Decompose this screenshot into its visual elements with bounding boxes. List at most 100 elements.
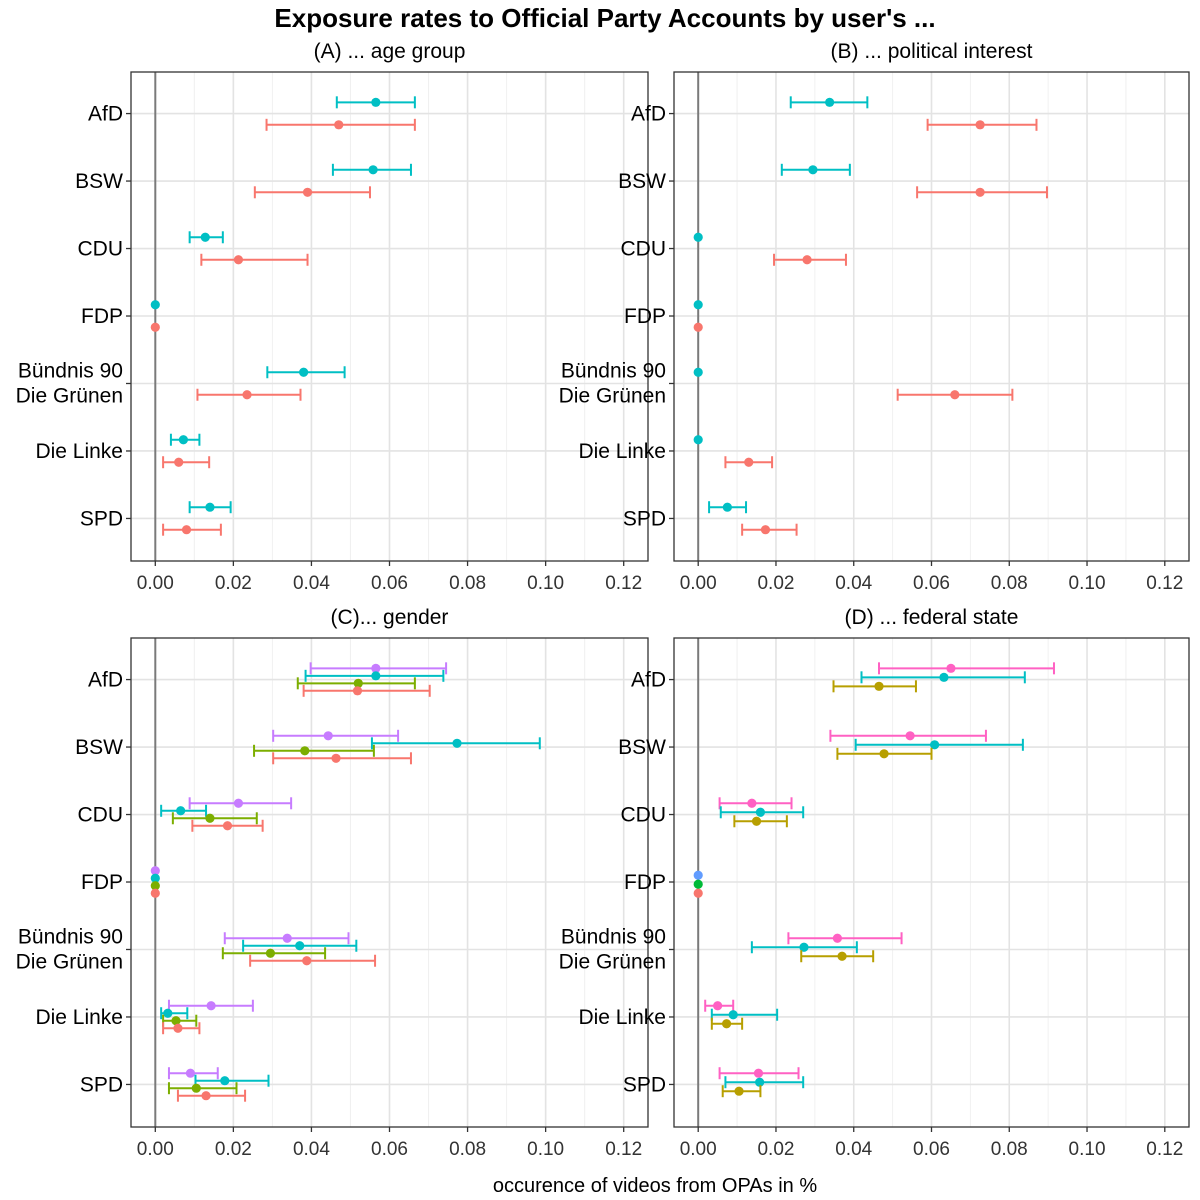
panel-title: (C)... gender [331, 606, 449, 629]
data-point [874, 681, 884, 691]
data-point [693, 879, 703, 889]
x-tick-label: 0.08 [449, 573, 486, 594]
data-point [825, 97, 835, 107]
data-point [174, 457, 184, 467]
y-tick-label-line: Bündnis 90 [561, 359, 666, 382]
y-tick-label: Die Linke [35, 1006, 123, 1029]
data-point [802, 255, 812, 265]
data-point [265, 948, 276, 958]
x-tick-label: 0.02 [757, 573, 794, 594]
data-point [205, 502, 215, 512]
data-point [722, 502, 732, 512]
y-tick-label: AfD [631, 103, 666, 126]
y-tick-label-line: Bündnis 90 [18, 359, 123, 382]
data-point [799, 942, 809, 952]
data-point [728, 1010, 738, 1020]
x-tick-label: 0.08 [991, 573, 1028, 594]
data-point [176, 806, 186, 816]
y-tick-label: AfD [88, 669, 123, 692]
y-tick-label: BSW [75, 736, 123, 759]
figure-title: Exposure rates to Official Party Account… [274, 3, 935, 33]
y-tick-label: Bündnis 90 Die Grünen [16, 925, 123, 973]
x-tick-label: 0.12 [605, 1139, 642, 1160]
x-tick-label: 0.00 [137, 573, 174, 594]
data-point [905, 731, 915, 741]
data-point [222, 821, 233, 831]
data-point [302, 956, 312, 966]
data-point [747, 798, 757, 808]
x-tick-label: 0.06 [371, 573, 408, 594]
y-tick-label-line: Die Linke [35, 440, 123, 463]
data-point [178, 435, 189, 445]
y-tick-label: Die Linke [35, 440, 123, 463]
data-point [693, 888, 703, 898]
y-tick-label-line: Die Grünen [16, 384, 123, 407]
data-point [173, 1023, 183, 1033]
y-tick-label-line: Die Linke [578, 440, 666, 463]
data-point [300, 746, 310, 756]
y-tick-label: CDU [78, 238, 124, 261]
data-point [205, 813, 215, 823]
y-tick-label-line: Die Linke [578, 1006, 666, 1029]
x-tick-label: 0.12 [1146, 1139, 1183, 1160]
data-point [721, 1019, 732, 1029]
data-point [751, 816, 762, 826]
data-point [334, 120, 344, 130]
data-point [150, 888, 160, 898]
data-point [242, 390, 252, 400]
data-point [755, 807, 766, 817]
x-tick-label: 0.04 [293, 573, 330, 594]
y-tick-label: Bündnis 90 Die Grünen [559, 925, 666, 973]
x-tick-label: 0.02 [757, 1139, 794, 1160]
y-tick-label-line: SPD [80, 1073, 123, 1096]
y-tick-label: FDP [81, 305, 123, 328]
y-tick-label-line: SPD [80, 507, 123, 530]
panel-title: (A) ... age group [314, 40, 466, 63]
y-tick-label: AfD [88, 103, 123, 126]
x-tick-label: 0.12 [1146, 573, 1183, 594]
y-tick-label: Die Linke [578, 440, 666, 463]
data-point [837, 951, 847, 961]
data-point [755, 1077, 765, 1087]
y-tick-label: SPD [80, 507, 123, 530]
y-tick-label-line: AfD [631, 669, 666, 692]
x-tick-label: 0.00 [680, 1139, 717, 1160]
panel-title: (D) ... federal state [845, 606, 1019, 629]
data-point [975, 120, 985, 130]
y-tick-label-line: Bündnis 90 [561, 925, 666, 948]
y-tick-label-line: SPD [623, 1073, 666, 1096]
data-point [371, 671, 381, 681]
y-tick-label: BSW [618, 170, 666, 193]
x-tick-label: 0.00 [680, 573, 717, 594]
data-point [975, 187, 985, 197]
data-point [930, 740, 940, 750]
y-tick-label-line: AfD [88, 669, 123, 692]
y-tick-label: AfD [631, 669, 666, 692]
y-tick-label: FDP [81, 871, 123, 894]
data-point [693, 300, 703, 310]
x-tick-label: 0.08 [449, 1139, 486, 1160]
data-point [713, 1001, 723, 1011]
data-point [185, 1068, 196, 1078]
y-tick-label: Bündnis 90 Die Grünen [16, 359, 123, 407]
y-tick-label-line: SPD [623, 507, 666, 530]
data-point [352, 686, 363, 696]
x-tick-label: 0.06 [913, 573, 950, 594]
x-tick-label: 0.02 [215, 573, 252, 594]
y-tick-label: Bündnis 90 Die Grünen [559, 359, 666, 407]
y-tick-label-line: BSW [618, 736, 666, 759]
y-tick-label: SPD [80, 1073, 123, 1096]
data-point [939, 672, 949, 682]
data-point [368, 165, 378, 175]
x-axis-label: occurence of videos from OPAs in % [493, 1175, 817, 1197]
panel-2: (B) ... political interest 0.00 0.02 0.04 0.… [559, 40, 1190, 594]
data-point [950, 390, 960, 400]
x-tick-label: 0.08 [991, 1139, 1028, 1160]
y-tick-label: SPD [623, 507, 666, 530]
y-tick-label: CDU [78, 804, 124, 827]
data-point [331, 753, 341, 763]
x-tick-label: 0.06 [913, 1139, 950, 1160]
y-tick-label-line: AfD [88, 103, 123, 126]
panel-3: (C)... gender 0.00 0.02 0.04 0.06 0.08 0.10 0.1… [16, 606, 649, 1160]
